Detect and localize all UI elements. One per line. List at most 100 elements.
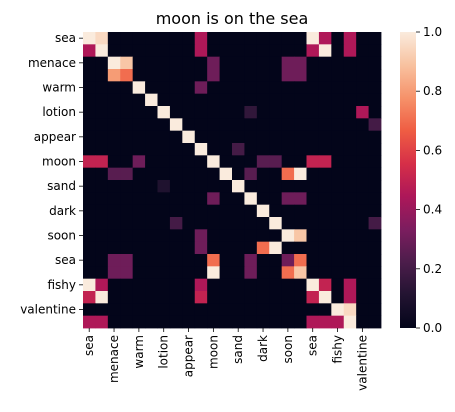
- heatmap-cell: [157, 254, 171, 267]
- heatmap-cell: [219, 180, 233, 193]
- heatmap-cell: [157, 56, 171, 70]
- heatmap-cell: [207, 155, 220, 169]
- heatmap-cell: [169, 315, 183, 329]
- heatmap-cells: [83, 32, 382, 329]
- heatmap-cell: [331, 266, 345, 280]
- heatmap-cell: [232, 167, 245, 181]
- heatmap-cell: [244, 241, 258, 255]
- heatmap-cell: [368, 192, 382, 206]
- heatmap-cell: [343, 192, 357, 206]
- heatmap-cell: [269, 44, 283, 58]
- heatmap-cell: [194, 315, 208, 329]
- x-tick-label: sea: [82, 335, 96, 356]
- heatmap-cell: [318, 44, 332, 58]
- heatmap-cell: [182, 155, 196, 169]
- heatmap-cell: [256, 32, 270, 45]
- heatmap-cell: [306, 315, 320, 329]
- heatmap-cell: [207, 241, 220, 255]
- heatmap-cell: [368, 93, 382, 107]
- heatmap-cell: [343, 44, 357, 58]
- heatmap-cell: [356, 241, 369, 255]
- heatmap-cell: [244, 56, 258, 70]
- heatmap-cell: [83, 118, 96, 132]
- heatmap-cell: [343, 291, 357, 304]
- heatmap-cell: [157, 130, 171, 144]
- heatmap-cell: [95, 315, 109, 329]
- heatmap-cell: [182, 180, 196, 193]
- heatmap-cell: [294, 155, 307, 169]
- heatmap-cell: [219, 192, 233, 206]
- heatmap-cell: [294, 106, 307, 119]
- heatmap-cell: [207, 303, 220, 317]
- heatmap-cell: [269, 180, 283, 193]
- heatmap-cell: [331, 106, 345, 119]
- heatmap-cell: [120, 81, 134, 95]
- x-tick-label: sand: [231, 335, 245, 364]
- heatmap-cell: [244, 291, 258, 304]
- heatmap-cell: [331, 32, 345, 45]
- heatmap-cell: [83, 291, 96, 304]
- heatmap-cell: [169, 44, 183, 58]
- x-tick-label: lotion: [157, 335, 171, 369]
- heatmap-cell: [232, 241, 245, 255]
- heatmap-cell: [318, 143, 332, 156]
- heatmap-cell: [294, 93, 307, 107]
- heatmap-cell: [194, 180, 208, 193]
- heatmap-cell: [95, 155, 109, 169]
- heatmap-cell: [356, 130, 369, 144]
- heatmap-cell: [169, 81, 183, 95]
- heatmap-cell: [281, 266, 295, 280]
- heatmap-cell: [281, 254, 295, 267]
- heatmap-cell: [194, 204, 208, 218]
- heatmap-cell: [306, 167, 320, 181]
- x-tick-label: soon: [281, 335, 295, 364]
- heatmap-cell: [95, 192, 109, 206]
- heatmap-cell: [244, 32, 258, 45]
- heatmap-cell: [219, 32, 233, 45]
- heatmap-cell: [256, 155, 270, 169]
- heatmap-cell: [343, 254, 357, 267]
- heatmap-cell: [356, 155, 369, 169]
- heatmap-cell: [269, 56, 283, 70]
- heatmap-cell: [95, 81, 109, 95]
- heatmap-cell: [83, 69, 96, 82]
- heatmap-cell: [356, 93, 369, 107]
- heatmap-cell: [95, 241, 109, 255]
- heatmap-cell: [318, 106, 332, 119]
- heatmap-cell: [182, 254, 196, 267]
- heatmap-cell: [194, 69, 208, 82]
- heatmap-cell: [331, 81, 345, 95]
- heatmap-cell: [269, 241, 283, 255]
- heatmap-cell: [281, 291, 295, 304]
- heatmap-cell: [331, 303, 345, 317]
- heatmap-cell: [318, 291, 332, 304]
- heatmap-cell: [331, 241, 345, 255]
- heatmap-cell: [219, 143, 233, 156]
- heatmap-cell: [120, 192, 134, 206]
- heatmap-cell: [157, 93, 171, 107]
- heatmap-cell: [331, 130, 345, 144]
- heatmap-cell: [294, 254, 307, 267]
- y-tick-label: warm: [42, 81, 76, 95]
- heatmap-cell: [169, 69, 183, 82]
- heatmap-cell: [269, 204, 283, 218]
- heatmap-cell: [207, 93, 220, 107]
- heatmap-cell: [132, 229, 146, 243]
- heatmap-cell: [356, 81, 369, 95]
- heatmap-cell: [207, 130, 220, 144]
- heatmap-cell: [107, 192, 121, 206]
- heatmap-cell: [182, 278, 196, 292]
- heatmap-cell: [219, 291, 233, 304]
- heatmap-cell: [145, 106, 158, 119]
- heatmap-cell: [169, 266, 183, 280]
- heatmap-cell: [157, 155, 171, 169]
- heatmap-cell: [343, 93, 357, 107]
- heatmap-cell: [269, 217, 283, 230]
- heatmap-cell: [356, 229, 369, 243]
- heatmap-cell: [132, 81, 146, 95]
- heatmap-cell: [169, 254, 183, 267]
- heatmap-cell: [331, 118, 345, 132]
- heatmap-cell: [145, 130, 158, 144]
- heatmap-cell: [281, 106, 295, 119]
